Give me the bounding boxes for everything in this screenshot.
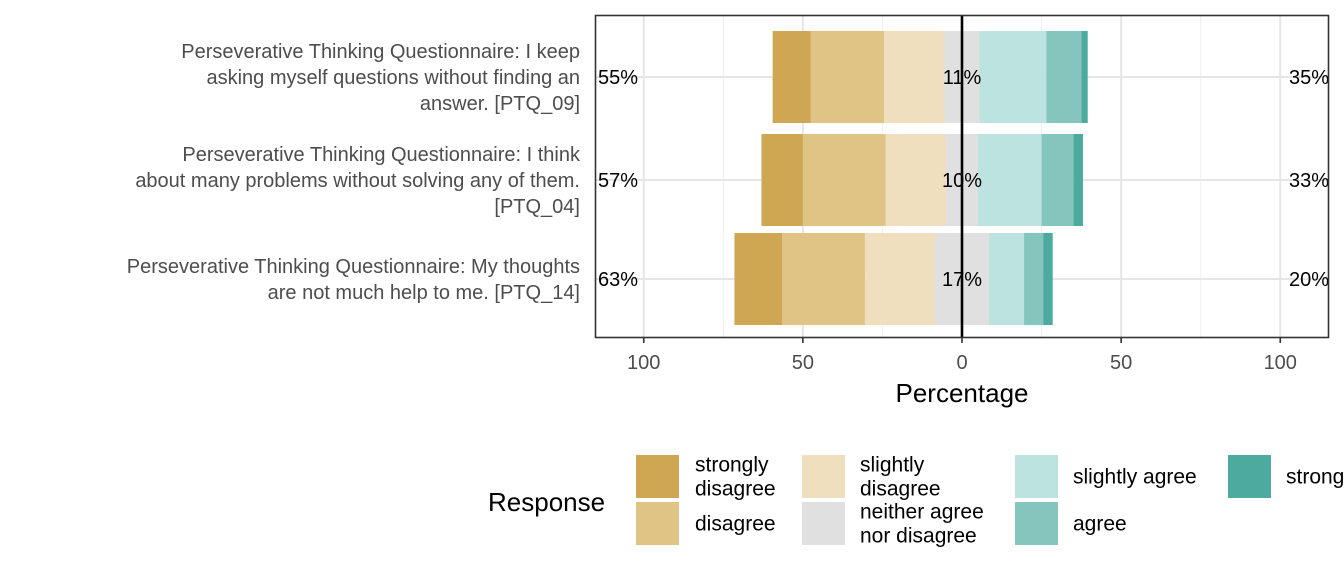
category-label-line: Perseverative Thinking Questionnaire: I … <box>181 41 580 63</box>
bar-disagree <box>802 134 886 226</box>
bar-slightly-agree <box>989 233 1025 325</box>
x-tick-label: 100 <box>1264 352 1297 374</box>
category-label: Perseverative Thinking Questionnaire: My… <box>127 256 580 304</box>
bar-slightly-agree <box>977 134 1042 226</box>
x-tick-label: 100 <box>627 352 660 374</box>
legend-key-slightly-disagree <box>802 455 845 498</box>
legend-label: strong <box>1286 466 1344 489</box>
legend-label-line: strong <box>1286 466 1344 489</box>
legend-title: Response <box>488 487 605 517</box>
category-label-line: Perseverative Thinking Questionnaire: My… <box>127 256 580 278</box>
legend-key-slightly-agree <box>1015 455 1058 498</box>
percentage-labels: 55% 11% 35% 57% 10% 33% 63% 17% 20% <box>598 67 1329 291</box>
bar-slightly-agree <box>979 31 1047 123</box>
legend-label-line: slightly agree <box>1073 466 1197 489</box>
category-label-line: are not much help to me. [PTQ_14] <box>268 282 580 304</box>
legend-key-strongly-agree <box>1228 455 1271 498</box>
x-tick-label: 50 <box>792 352 814 374</box>
legend-label: disagree <box>695 513 776 536</box>
high-percentage-label: 33% <box>1289 170 1329 192</box>
category-label-line: about many problems without solving any … <box>135 170 580 192</box>
category-label: Perseverative Thinking Questionnaire: I … <box>135 144 581 218</box>
legend-label-line: disagree <box>695 478 776 501</box>
category-label-line: answer. [PTQ_09] <box>420 93 580 115</box>
legend-label-line: disagree <box>860 478 941 501</box>
bar-agree <box>1046 31 1082 123</box>
bar-agree <box>1024 233 1044 325</box>
legend: Response strongly disagreedisagreeslightl… <box>488 454 1344 548</box>
x-axis-title: Percentage <box>896 378 1029 408</box>
bar-disagree <box>810 31 885 123</box>
legend-label: neither agree nor disagree <box>860 501 984 548</box>
legend-key-agree <box>1015 502 1058 545</box>
bar-slightly-disagree <box>864 233 935 325</box>
x-axis-ticks: 100 50 0 50 100 <box>627 337 1297 374</box>
legend-label-line: slightly <box>860 454 925 477</box>
legend-label-line: agree <box>1073 513 1127 536</box>
neutral-percentage-label: 10% <box>942 170 982 192</box>
high-percentage-label: 20% <box>1289 269 1329 291</box>
low-percentage-label: 55% <box>598 67 638 89</box>
bar-strongly-agree <box>1073 134 1083 226</box>
bar-agree <box>1041 134 1074 226</box>
bar-disagree <box>782 233 865 325</box>
neutral-percentage-label: 11% <box>943 67 982 89</box>
x-tick-label: 0 <box>956 352 967 374</box>
bar-strongly-disagree <box>772 31 811 123</box>
bar-strongly-disagree <box>734 233 783 325</box>
category-label-line: [PTQ_04] <box>494 196 580 218</box>
legend-label-line: strongly <box>695 454 769 477</box>
bar-slightly-disagree <box>884 31 945 123</box>
legend-label: strongly disagree <box>695 454 776 501</box>
legend-label: slightly agree <box>1073 466 1197 489</box>
legend-key-strongly-disagree <box>636 455 679 498</box>
high-percentage-label: 35% <box>1289 67 1329 89</box>
legend-key-disagree <box>636 502 679 545</box>
legend-label: slightly disagree <box>860 454 941 501</box>
bar-strongly-agree <box>1043 233 1053 325</box>
bar-strongly-disagree <box>761 134 803 226</box>
bar-strongly-agree <box>1081 31 1088 123</box>
low-percentage-label: 63% <box>598 269 638 291</box>
low-percentage-label: 57% <box>598 170 638 192</box>
category-labels: Perseverative Thinking Questionnaire: I … <box>127 41 581 304</box>
legend-label-line: nor disagree <box>860 525 977 548</box>
category-label: Perseverative Thinking Questionnaire: I … <box>181 41 580 115</box>
category-label-line: Perseverative Thinking Questionnaire: I … <box>182 144 581 166</box>
bar-slightly-disagree <box>885 134 947 226</box>
neutral-percentage-label: 17% <box>942 269 982 291</box>
x-tick-label: 50 <box>1110 352 1132 374</box>
legend-label-line: neither agree <box>860 501 984 524</box>
legend-key-neither-agree-nor-disagree <box>802 502 845 545</box>
legend-label: agree <box>1073 513 1127 536</box>
bars <box>734 31 1088 325</box>
legend-label-line: disagree <box>695 513 776 536</box>
category-label-line: asking myself questions without finding … <box>206 67 580 89</box>
